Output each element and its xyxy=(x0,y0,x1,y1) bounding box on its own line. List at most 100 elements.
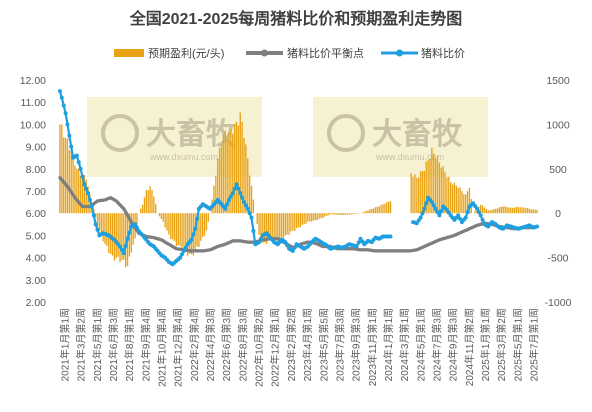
breakeven-point xyxy=(129,220,133,224)
profit-bar xyxy=(310,213,313,222)
profit-bar xyxy=(361,212,364,214)
profit-bar xyxy=(85,179,87,214)
ratio-point xyxy=(57,89,62,94)
left-tick-label: 10.00 xyxy=(20,119,46,131)
ratio-point xyxy=(418,215,423,220)
x-tick-label: 2023年7月第3周 xyxy=(333,308,346,381)
profit-bar xyxy=(250,185,253,214)
ratio-point xyxy=(67,133,72,138)
ratio-point xyxy=(193,226,198,231)
ratio-point xyxy=(416,218,421,223)
profit-bar xyxy=(491,209,493,214)
x-tick-label: 2024年11月第2周 xyxy=(463,308,476,386)
ratio-point xyxy=(358,236,363,241)
profit-bar xyxy=(374,207,377,214)
profit-bar xyxy=(147,190,149,214)
right-tick-label: 1500 xyxy=(546,75,570,87)
profit-bar xyxy=(429,158,431,214)
profit-bar xyxy=(162,213,164,222)
profit-bar xyxy=(416,177,418,214)
profit-bar xyxy=(173,213,176,241)
profit-bar xyxy=(534,209,536,214)
ratio-point xyxy=(245,206,250,211)
profit-bar xyxy=(352,213,354,215)
ratio-point xyxy=(223,206,228,211)
profit-bar xyxy=(365,210,367,214)
breakeven-point xyxy=(120,205,124,209)
profit-bar xyxy=(160,213,163,220)
ratio-point xyxy=(435,210,440,215)
profit-bar xyxy=(132,213,134,245)
breakeven-point xyxy=(126,213,130,217)
left-tick-label: 11.00 xyxy=(21,97,47,109)
profit-bar xyxy=(312,213,315,221)
profit-bar xyxy=(382,204,384,214)
left-tick-label: 9.00 xyxy=(26,142,47,154)
profit-bar xyxy=(337,213,339,215)
profit-bar xyxy=(59,124,61,214)
profit-bar xyxy=(121,213,123,261)
profit-bar xyxy=(517,207,519,214)
profit-bar xyxy=(258,213,260,235)
profit-bar xyxy=(444,172,446,214)
profit-bar xyxy=(125,213,127,268)
profit-bar xyxy=(515,206,518,214)
profit-bar xyxy=(78,169,80,214)
profit-bar xyxy=(64,137,67,214)
breakeven-point xyxy=(77,200,81,204)
profit-bar xyxy=(235,121,238,214)
profit-bar xyxy=(333,213,335,215)
x-tick-label: 2022年12月第1周 xyxy=(269,308,282,387)
profit-bar xyxy=(504,206,506,214)
ratio-point xyxy=(63,111,68,116)
x-tick-label: 2021年5月第1周 xyxy=(91,308,104,381)
profit-bar xyxy=(327,213,330,216)
ratio-point xyxy=(388,234,393,239)
x-tick-label: 2023年5月第5周 xyxy=(317,308,330,381)
ratio-point xyxy=(240,195,245,200)
profit-bar xyxy=(324,213,326,217)
profit-bar xyxy=(378,206,380,214)
ratio-point xyxy=(91,213,96,218)
profit-bar xyxy=(164,213,166,228)
profit-bar xyxy=(318,213,320,219)
profit-bar xyxy=(449,182,452,214)
x-tick-label: 2023年11月第1周 xyxy=(366,308,379,386)
breakeven-point xyxy=(58,176,62,180)
left-tick-label: 4.00 xyxy=(26,253,47,265)
ratio-point xyxy=(251,229,256,233)
ratio-point xyxy=(234,182,239,187)
profit-bar xyxy=(119,213,121,262)
profit-bar xyxy=(367,210,369,214)
profit-bar xyxy=(262,213,264,244)
x-tick-label: 2025年3月第2周 xyxy=(495,308,508,381)
profit-bar xyxy=(183,213,185,250)
ratio-point xyxy=(285,243,290,248)
left-tick-label: 6.00 xyxy=(26,208,47,220)
ratio-point xyxy=(463,215,468,220)
x-tick-label: 2021年3月第2周 xyxy=(75,308,88,381)
x-tick-label: 2025年5月第1周 xyxy=(511,308,524,381)
profit-bar xyxy=(224,130,226,214)
profit-bar xyxy=(96,213,99,228)
breakeven-point xyxy=(71,193,75,197)
breakeven-point xyxy=(79,202,83,206)
breakeven-point xyxy=(64,182,68,186)
profit-bar xyxy=(215,175,217,214)
profit-bar xyxy=(489,210,491,214)
profit-bars xyxy=(59,112,538,268)
x-tick-label: 2021年8月第1周 xyxy=(123,308,136,381)
profit-bar xyxy=(335,213,337,215)
profit-bar xyxy=(305,213,307,224)
ratio-point xyxy=(95,227,100,232)
profit-bar xyxy=(303,213,305,225)
ratio-lines xyxy=(57,89,540,267)
profit-bar xyxy=(218,148,221,214)
profit-bar xyxy=(418,177,420,214)
x-tick-label: 2025年1月第1周 xyxy=(479,308,492,381)
ratio-point xyxy=(243,203,248,208)
ratio-point xyxy=(424,201,429,206)
left-tick-label: 12.00 xyxy=(20,75,46,87)
profit-bar xyxy=(363,211,365,214)
profit-bar xyxy=(260,213,262,242)
